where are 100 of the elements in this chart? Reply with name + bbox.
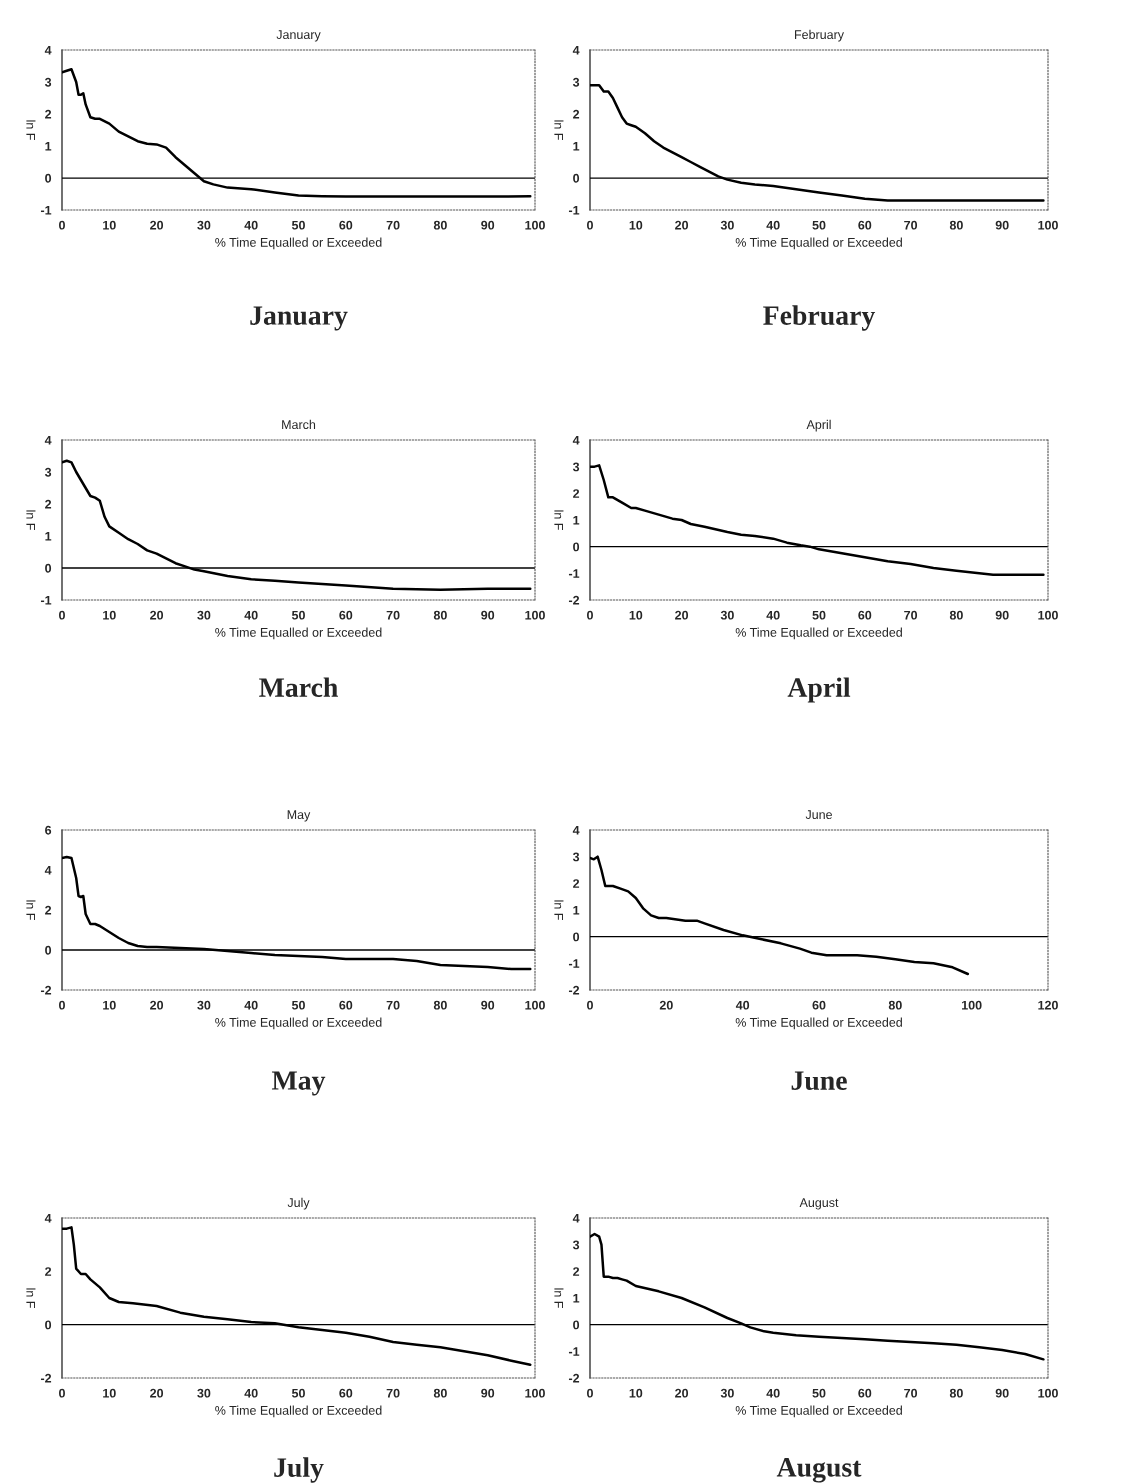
y-tick-label: 1 — [573, 905, 580, 915]
y-axis-title: ln F — [26, 1288, 36, 1308]
x-tick-label: 60 — [858, 610, 872, 620]
y-tick-label: 3 — [572, 77, 580, 87]
x-tick-label: 100 — [1038, 1388, 1058, 1398]
chart-title: May — [287, 810, 311, 822]
x-tick-label: 100 — [962, 1000, 982, 1010]
x-tick-label: 50 — [812, 1388, 826, 1398]
x-tick-label: 80 — [949, 610, 963, 620]
text: June — [791, 1071, 847, 1091]
y-tick-label: -1 — [568, 959, 580, 968]
y-tick-label: 6 — [45, 825, 52, 835]
y-tick-label: 4 — [572, 45, 580, 55]
x-tick-label: 90 — [481, 610, 495, 620]
y-tick-label: 4 — [44, 1213, 52, 1223]
text: March — [259, 677, 338, 697]
x-tick-label: 100 — [525, 1000, 545, 1010]
y-tick-label: 0 — [45, 945, 52, 955]
chart-title: March — [282, 419, 316, 430]
x-tick-label: 90 — [995, 220, 1009, 230]
x-tick-label: 70 — [904, 220, 918, 230]
x-tick-label: 40 — [244, 610, 258, 620]
x-tick-label: 10 — [103, 1000, 116, 1010]
y-tick-label: -1 — [568, 569, 580, 578]
y-tick-label: -2 — [568, 985, 580, 995]
y-tick-label: 1 — [573, 141, 580, 151]
x-tick-label: 90 — [481, 220, 495, 230]
x-tick-label: 100 — [1038, 220, 1058, 230]
y-axis-title: ln F — [554, 510, 564, 530]
x-tick-label: 10 — [103, 610, 116, 620]
x-tick-label: 40 — [244, 220, 258, 230]
y-tick-label: 4 — [44, 865, 52, 875]
x-tick-label: 10 — [629, 1388, 643, 1398]
x-tick-label: 80 — [433, 1388, 447, 1398]
y-tick-label: 1 — [45, 531, 52, 541]
text: May — [271, 1071, 326, 1096]
x-axis-title: % Time Equalled or Exceeded — [735, 1405, 902, 1418]
y-tick-label: 2 — [45, 1267, 52, 1276]
text: February — [763, 305, 876, 331]
y-tick-label: 1 — [573, 1293, 580, 1303]
x-tick-label: 20 — [675, 220, 689, 230]
y-axis-title: ln F — [554, 120, 564, 140]
x-tick-label: 80 — [949, 220, 963, 230]
x-tick-label: 30 — [197, 610, 211, 620]
text: July — [274, 1457, 324, 1483]
x-tick-label: 40 — [766, 610, 780, 620]
y-tick-label: 0 — [45, 1320, 52, 1330]
x-tick-label: 50 — [291, 610, 305, 620]
y-tick-label: 3 — [572, 852, 580, 862]
x-tick-label: 40 — [244, 1388, 258, 1398]
x-axis-title: % Time Equalled or Exceeded — [215, 1017, 382, 1030]
x-tick-label: 0 — [59, 220, 65, 230]
y-tick-label: 0 — [45, 563, 52, 573]
x-tick-label: 10 — [103, 220, 116, 230]
x-tick-label: 50 — [291, 220, 305, 230]
y-tick-label: 3 — [44, 77, 52, 87]
y-tick-label: 2 — [45, 499, 52, 509]
x-axis-title: % Time Equalled or Exceeded — [215, 1405, 382, 1418]
x-tick-label: 20 — [150, 610, 164, 620]
x-tick-label: 0 — [59, 610, 65, 620]
x-tick-label: 20 — [659, 1000, 673, 1010]
y-axis-title: ln F — [26, 900, 36, 920]
y-axis-title: ln F — [26, 510, 36, 530]
chart-title: July — [287, 1197, 310, 1210]
x-tick-label: 30 — [720, 610, 734, 620]
x-axis-title: % Time Equalled or Exceeded — [215, 237, 382, 250]
x-tick-label: 30 — [720, 1388, 734, 1398]
x-tick-label: 90 — [481, 1388, 495, 1398]
x-tick-label: 60 — [858, 1388, 872, 1398]
y-tick-label: -1 — [40, 595, 52, 605]
x-tick-label: 30 — [720, 220, 734, 230]
y-tick-label: 0 — [45, 173, 52, 183]
y-tick-label: 4 — [572, 435, 580, 445]
x-tick-label: 0 — [587, 220, 593, 230]
x-tick-label: 80 — [888, 1000, 902, 1010]
x-tick-label: 50 — [291, 1388, 305, 1398]
x-tick-label: 70 — [386, 1000, 400, 1010]
y-tick-label: 0 — [573, 1320, 580, 1330]
x-tick-label: 100 — [525, 220, 545, 230]
y-tick-label: 2 — [45, 109, 52, 119]
x-tick-label: 50 — [291, 1000, 305, 1010]
y-tick-label: 2 — [573, 879, 580, 888]
chart-title: January — [276, 30, 321, 42]
x-tick-label: 40 — [735, 1000, 750, 1010]
y-tick-label: 3 — [44, 467, 52, 477]
x-tick-label: 0 — [59, 1388, 65, 1398]
x-tick-label: 10 — [629, 610, 643, 620]
x-tick-label: 40 — [766, 220, 780, 230]
y-tick-label: 2 — [573, 1267, 580, 1276]
y-tick-label: -2 — [568, 1373, 580, 1383]
x-tick-label: 80 — [433, 220, 447, 230]
x-axis-title: % Time Equalled or Exceeded — [215, 627, 382, 640]
x-tick-label: 30 — [197, 220, 211, 230]
x-axis-title: % Time Equalled or Exceeded — [735, 1017, 902, 1030]
x-tick-label: 90 — [995, 1388, 1009, 1398]
y-axis-title: ln F — [554, 1288, 564, 1308]
x-tick-label: 10 — [629, 220, 643, 230]
x-tick-label: 100 — [1038, 610, 1058, 620]
x-tick-label: 70 — [386, 220, 400, 230]
x-tick-label: 90 — [995, 610, 1009, 620]
